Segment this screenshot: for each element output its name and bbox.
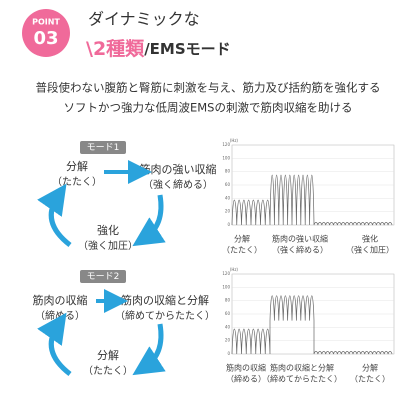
point-number: 03 bbox=[33, 28, 58, 49]
description-line: ソフトかつ強力な低周波EMSの刺激で筋肉収縮を助ける bbox=[64, 101, 353, 115]
graph-tick: 120 bbox=[222, 142, 230, 147]
graph-tick: 80 bbox=[225, 169, 231, 174]
graph-label-sub: （締めてからたたく） bbox=[262, 374, 342, 384]
title-open: \ bbox=[86, 38, 93, 60]
mode-label: モード2 bbox=[87, 272, 120, 282]
step-name: 筋肉の収縮と分解 bbox=[121, 293, 209, 307]
title-line2: \2種類/EMSモード bbox=[86, 38, 231, 60]
title-rest: /EMSモード bbox=[144, 40, 230, 58]
graph-tick: 100 bbox=[222, 155, 230, 160]
cycle-arrow bbox=[132, 194, 166, 247]
title-highlight: 2種類 bbox=[93, 38, 145, 60]
step-name: 筋肉の収縮 bbox=[33, 293, 88, 307]
graph-unit: (Hz) bbox=[230, 267, 239, 272]
point-text: POINT bbox=[32, 18, 60, 27]
graph-label-sub: （たたく） bbox=[350, 375, 390, 384]
graph-label: 筋肉の収縮と分解 bbox=[270, 363, 334, 373]
step-sub: （たたく） bbox=[52, 176, 102, 188]
graph-tick: 20 bbox=[225, 209, 231, 214]
title-line1: ダイナミックな bbox=[88, 10, 200, 29]
graph-label: 筋肉の強い収縮 bbox=[272, 234, 328, 244]
cycle-arrow bbox=[132, 323, 166, 376]
point-badge bbox=[22, 9, 70, 57]
graph-label: 分解 bbox=[362, 363, 378, 373]
step-name: 強化 bbox=[97, 223, 119, 237]
cycle-arrow bbox=[37, 312, 72, 376]
graph-label-sub: （強く締める） bbox=[272, 245, 328, 255]
graph-tick: 0 bbox=[227, 351, 230, 356]
description-line: 普段使わない腹筋と臀筋に刺激を与え、筋力及び括約筋を強化する bbox=[36, 81, 381, 95]
step-sub: （締めてからたたく） bbox=[115, 309, 215, 322]
graph-tick: 60 bbox=[225, 182, 231, 187]
mode-label-box bbox=[80, 141, 126, 154]
graph-tick: 20 bbox=[225, 338, 231, 343]
mode-label: モード1 bbox=[87, 143, 120, 153]
graph-tick: 100 bbox=[222, 284, 230, 289]
mode-label-box bbox=[80, 270, 126, 283]
step-sub: （強く締める） bbox=[143, 178, 213, 191]
step-sub: （締める） bbox=[35, 309, 85, 322]
step-name: 分解 bbox=[97, 348, 119, 362]
graph-label-sub: （たたく） bbox=[222, 246, 262, 255]
graph-tick: 60 bbox=[225, 311, 231, 316]
graph-wave bbox=[231, 174, 393, 226]
graph-tick: 40 bbox=[225, 324, 231, 329]
graph-wave bbox=[231, 295, 393, 355]
graph-label-sub: （強く加圧） bbox=[346, 245, 394, 255]
step-sub: （強く加圧） bbox=[78, 239, 138, 252]
graph-tick: 80 bbox=[225, 298, 231, 303]
graph-tick: 40 bbox=[225, 195, 231, 200]
graph-tick: 120 bbox=[222, 271, 230, 276]
step-name: 分解 bbox=[66, 159, 88, 173]
step-name: 筋肉の強い収縮 bbox=[140, 162, 217, 176]
step-sub: （たたく） bbox=[83, 365, 133, 377]
graph-tick: 0 bbox=[227, 222, 230, 227]
graph-label: 強化 bbox=[362, 234, 378, 244]
cycle-arrow bbox=[37, 183, 72, 247]
graph-label: 筋肉の収縮 bbox=[226, 363, 266, 373]
graph-label: 分解 bbox=[234, 234, 250, 244]
graph-label-sub: （締める） bbox=[226, 374, 266, 384]
graph-unit: (Hz) bbox=[230, 138, 239, 143]
